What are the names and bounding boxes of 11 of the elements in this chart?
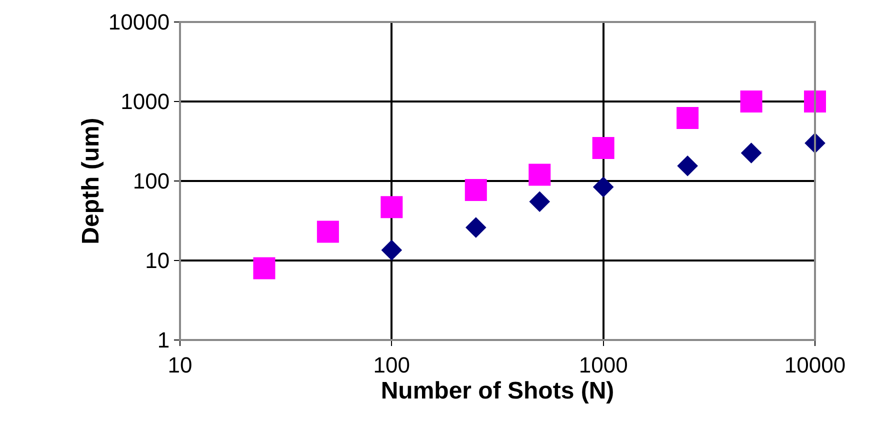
y-tick-label: 100: [132, 168, 170, 194]
x-tick-label: 10: [168, 352, 192, 378]
y-tick-label: 1: [157, 328, 170, 353]
x-tick-label: 10000: [784, 352, 846, 378]
y-tick-label: 10: [145, 248, 170, 274]
x-axis-title: Number of Shots (N): [380, 377, 614, 404]
x-tick-label: 1000: [578, 352, 628, 378]
y-axis-title: Depth (um): [78, 118, 105, 244]
y-tick-label: 10000: [108, 10, 170, 35]
x-tick-label: 100: [373, 352, 410, 378]
y-tick-label: 1000: [120, 89, 170, 114]
